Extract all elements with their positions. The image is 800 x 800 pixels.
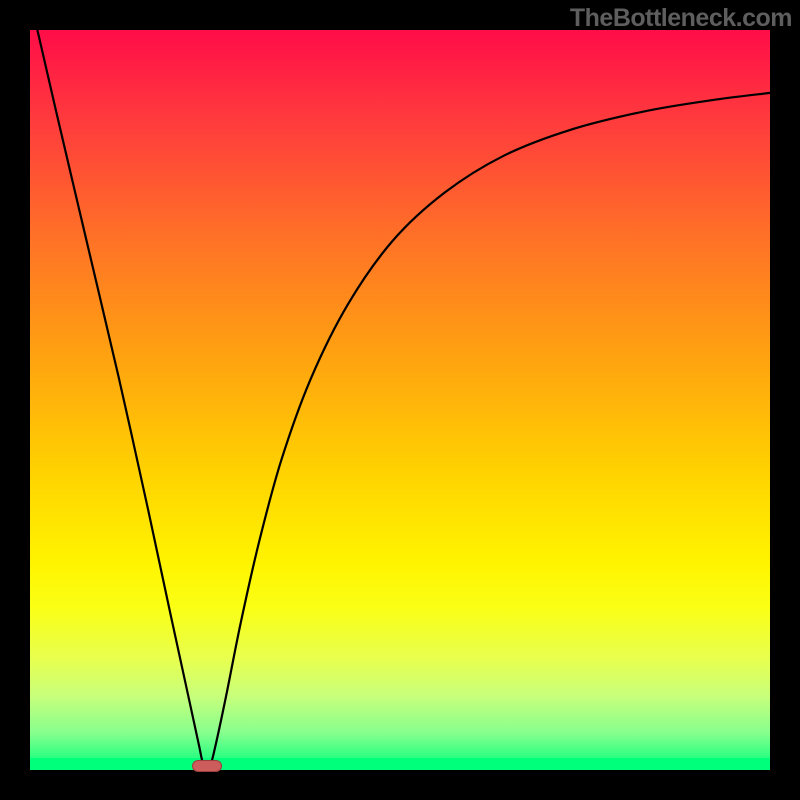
watermark-text: TheBottleneck.com — [570, 4, 792, 33]
optimal-marker — [192, 760, 222, 772]
curve-layer — [30, 30, 770, 770]
bottleneck-curve — [37, 30, 770, 769]
plot-area — [30, 30, 770, 770]
chart-frame: TheBottleneck.com — [0, 0, 800, 800]
